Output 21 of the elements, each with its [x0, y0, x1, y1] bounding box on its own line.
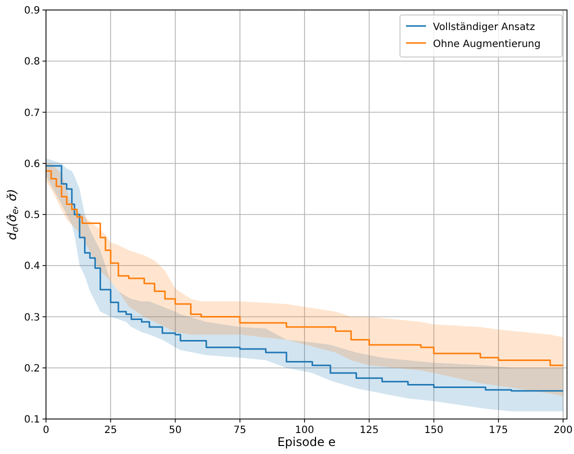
y-tick-label: 0.1: [24, 414, 40, 426]
y-tick-label: 0.7: [24, 108, 40, 119]
x-tick-label: 125: [360, 425, 379, 436]
y-tick-label: 0.3: [24, 312, 40, 324]
x-tick-label: 200: [554, 425, 573, 436]
x-tick-label: 175: [488, 425, 508, 436]
y-tick-label: 0.2: [24, 363, 40, 374]
y-tick-label: 0.4: [24, 261, 40, 272]
x-tick-label: 25: [104, 425, 118, 436]
x-tick-label: 100: [295, 425, 314, 436]
legend-label: Ohne Augmentierung: [433, 39, 541, 50]
x-tick-label: 0: [42, 425, 50, 436]
x-tick-label: 50: [168, 425, 182, 436]
x-axis-title: Episode e: [277, 435, 336, 449]
y-tick-label: 0.5: [24, 210, 40, 221]
y-tick-label: 0.6: [24, 158, 40, 170]
x-tick-label: 75: [234, 425, 246, 436]
y-tick-label: 0.9: [24, 6, 40, 16]
legend-label: Vollständiger Ansatz: [433, 22, 535, 33]
x-tick-label: 150: [424, 425, 444, 436]
y-tick-label: 0.8: [24, 56, 40, 68]
